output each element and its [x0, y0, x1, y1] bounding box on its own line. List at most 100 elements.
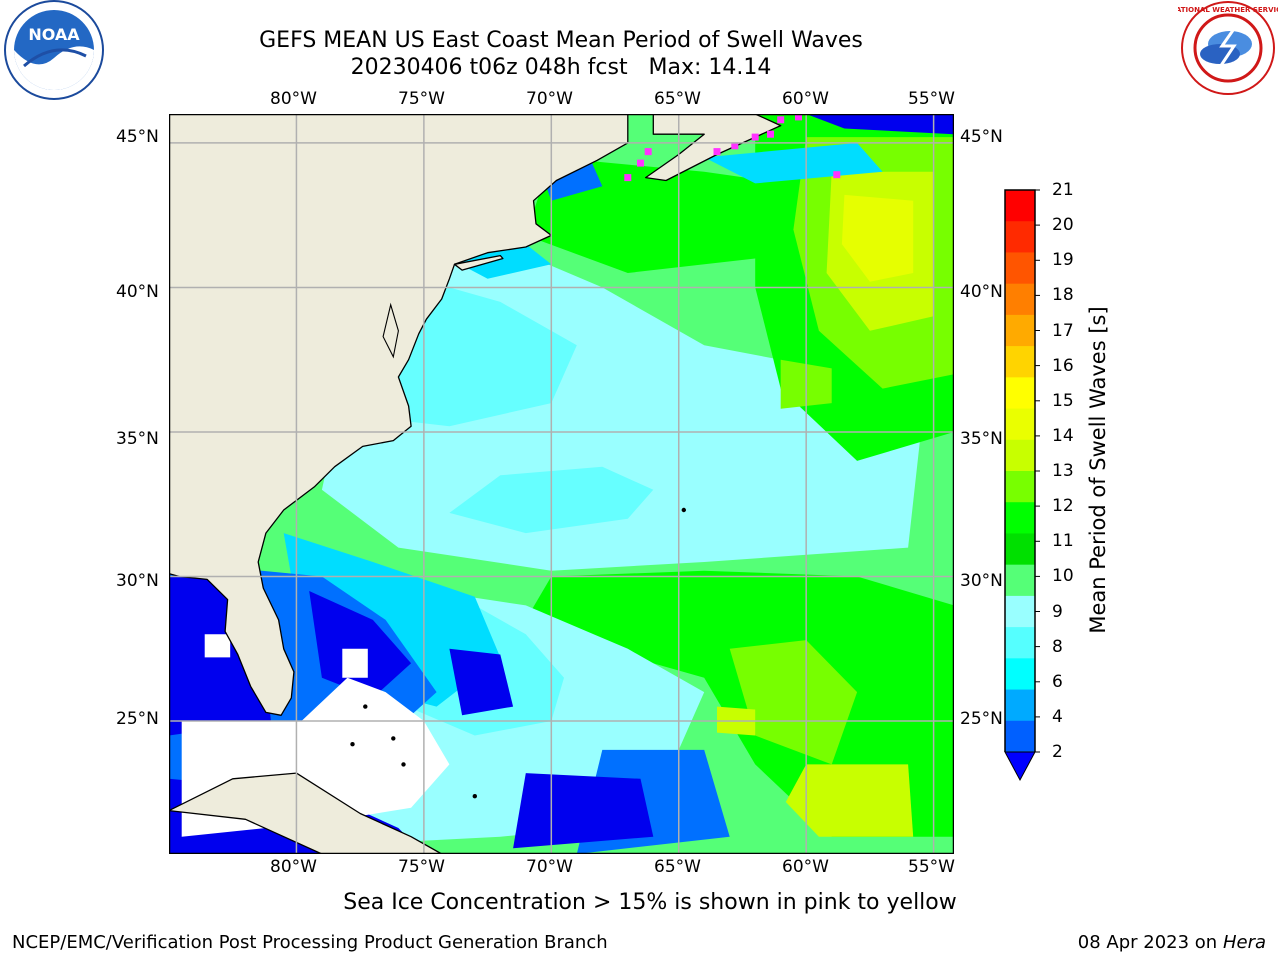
colorbar-segment [1005, 627, 1035, 659]
footer-date-text: 08 Apr 2023 on [1077, 932, 1223, 953]
lon-label-top: 60°W [782, 89, 829, 109]
lat-label-left: 25°N [116, 709, 159, 729]
swell-period-map [169, 114, 954, 854]
graticule [169, 114, 954, 854]
chart-title: GEFS MEAN US East Coast Mean Period of S… [259, 28, 863, 53]
colorbar-segment [1005, 689, 1035, 722]
colorbar-segment [1005, 314, 1035, 347]
chart-subtitle: 20230406 t06z 048h fcst Max: 14.14 [350, 55, 772, 80]
sea-ice-cell [777, 116, 785, 124]
swell-period-region [729, 640, 858, 765]
colorbar-tick-label: 12 [1052, 496, 1074, 517]
small-island [472, 794, 477, 799]
lat-label-right: 35°N [960, 429, 1003, 449]
colorbar-tick-label: 4 [1052, 706, 1063, 727]
swell-period-region [309, 591, 412, 698]
colorbar-segment [1005, 221, 1035, 253]
footer-branch: NCEP/EMC/Verification Post Processing Pr… [12, 932, 608, 953]
swell-period-region [449, 648, 514, 716]
colorbar [1004, 189, 1040, 782]
colorbar-segment [1005, 471, 1035, 503]
colorbar-tick-label: 13 [1052, 461, 1074, 481]
sea-ice-cell [833, 171, 841, 179]
noaa-logo: NOAA [4, 0, 104, 100]
lat-label-left: 30°N [116, 571, 159, 591]
colorbar-tick-label: 9 [1052, 601, 1063, 622]
colorbar-segment [1005, 564, 1035, 597]
colorbar-segment [1005, 439, 1035, 472]
lon-label-top: 75°W [398, 89, 445, 109]
lat-label-right: 25°N [960, 709, 1003, 729]
lon-label-bottom: 55°W [908, 857, 955, 877]
lat-label-right: 30°N [960, 571, 1003, 591]
small-island [363, 704, 368, 709]
colorbar-tick-label: 8 [1052, 636, 1063, 657]
colorbar-tick-label: 15 [1052, 390, 1074, 411]
sea-ice-cell [731, 142, 739, 150]
sea-ice-cell [644, 148, 652, 156]
colorbar-tick-label: 20 [1052, 215, 1074, 236]
sea-ice-cell [713, 148, 721, 156]
noaa-logo-text: NOAA [28, 25, 80, 44]
swell-period-region [513, 773, 654, 849]
sea-ice-cell [637, 159, 644, 167]
swell-period-region [841, 194, 914, 282]
small-island [401, 762, 406, 767]
colorbar-segment [1005, 190, 1035, 222]
nws-logo: NATIONAL WEATHER SERVICE [1178, 1, 1278, 95]
swell-period-region [321, 200, 921, 571]
lat-label-right: 40°N [960, 282, 1003, 302]
sea-ice-cell [624, 174, 632, 182]
small-island [350, 742, 355, 747]
missing-data-region [204, 634, 231, 658]
sea-ice-cell [767, 130, 774, 138]
colorbar-tick-label: 18 [1052, 285, 1074, 306]
colorbar-tick-label: 19 [1052, 250, 1074, 271]
lon-label-top: 65°W [654, 89, 701, 109]
colorbar-tick-label: 16 [1052, 355, 1074, 376]
lat-label-left: 40°N [116, 282, 159, 302]
long-island [453, 254, 504, 271]
colorbar-segment [1005, 595, 1035, 628]
colorbar-label: Mean Period of Swell Waves [s] [1086, 306, 1110, 634]
lat-label-left: 35°N [116, 429, 159, 449]
sea-ice-cell [795, 114, 802, 121]
colorbar-segment [1005, 408, 1035, 441]
colorbar-segment [1005, 283, 1035, 316]
sea-ice-note: Sea Ice Concentration > 15% is shown in … [343, 890, 957, 915]
missing-data-region [342, 648, 368, 678]
lon-label-bottom: 80°W [270, 857, 317, 877]
swell-period-region [806, 114, 954, 135]
colorbar-tick-label: 11 [1052, 531, 1074, 552]
sea-ice-markers [624, 114, 841, 182]
colorbar-segment [1005, 502, 1035, 534]
footer-host: Hera [1222, 932, 1266, 953]
footer-date: 08 Apr 2023 on Hera [1078, 932, 1266, 953]
lon-label-top: 55°W [908, 89, 955, 109]
colorbar-segment [1005, 252, 1035, 285]
nws-ring-text: NATIONAL WEATHER SERVICE [1178, 6, 1278, 14]
colorbar-segment [1005, 346, 1035, 378]
sea-ice-cell [751, 133, 759, 141]
colorbar-tick-label: 21 [1052, 180, 1074, 200]
swell-period-region [785, 764, 914, 837]
lon-label-bottom: 75°W [398, 857, 445, 877]
colorbar-segment [1005, 377, 1035, 410]
cuba [169, 772, 443, 854]
colorbar-tick-label: 6 [1052, 671, 1063, 692]
chesapeake-bay [382, 302, 399, 359]
colorbar-segment [1005, 720, 1035, 753]
colorbar-segment [1005, 658, 1035, 691]
lat-label-left: 45°N [116, 127, 159, 147]
small-island [391, 736, 396, 741]
swell-period-region [449, 244, 552, 279]
small-island [681, 507, 686, 513]
lon-label-top: 70°W [526, 89, 573, 109]
lon-label-bottom: 65°W [654, 857, 701, 877]
colorbar-segment [1005, 533, 1035, 566]
map-frame [169, 114, 954, 854]
colorbar-tick-label: 17 [1052, 320, 1074, 341]
lon-label-bottom: 60°W [782, 857, 829, 877]
colorbar-tick-label: 2 [1052, 742, 1063, 762]
colorbar-extend-arrow [1004, 751, 1036, 782]
